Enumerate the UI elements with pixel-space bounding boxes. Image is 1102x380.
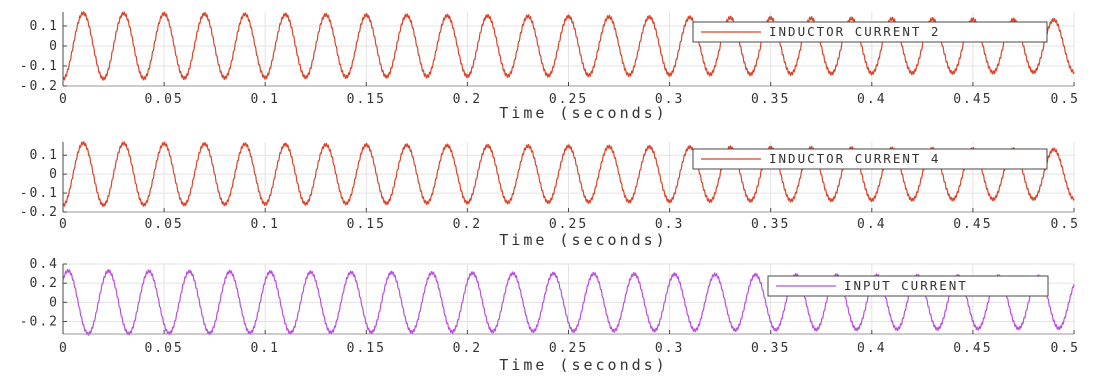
y-tick-label: 0 xyxy=(49,167,59,182)
x-tick-label: 0.4 xyxy=(857,217,886,232)
x-tick-label: 0.1 xyxy=(250,341,279,356)
x-tick-label: 0.3 xyxy=(655,341,684,356)
legend-label: INDUCTOR CURRENT 4 xyxy=(769,151,940,166)
chart-panel-2: -0.2 -0.1 0 0.1 0 0.05 0.1 0.15 0.2 0.25 0.3 0.35 0.… xyxy=(20,141,1080,249)
legend-box xyxy=(692,21,1048,43)
x-tick-label: 0.45 xyxy=(953,92,992,107)
y-tick-label: 0.2 xyxy=(30,276,59,291)
x-tick-label: 0.2 xyxy=(453,92,482,107)
series-line-1-1 xyxy=(62,10,1075,81)
x-tick-label: 0 xyxy=(59,217,69,232)
chart-panel-1: -0.2 -0.1 0 0.1 0 0.05 0.1 0.15 0.2 0.25 0.3 0.35 0.… xyxy=(20,10,1080,122)
y-tick-label: 0.1 xyxy=(30,19,59,34)
x-tick-label: 0 xyxy=(59,92,69,107)
legend: INDUCTOR CURRENT 2 xyxy=(692,21,1048,43)
x-tick-label: 0.15 xyxy=(347,341,386,356)
y-tick-label: 0.4 xyxy=(30,257,59,272)
x-axis-label: Time (seconds) xyxy=(499,231,667,249)
legend-box xyxy=(767,275,1049,297)
y-tick-label: -0.2 xyxy=(20,315,59,330)
y-tick-label: -0.2 xyxy=(20,79,59,94)
series-line-3-1 xyxy=(62,268,1075,336)
y-tick-label: 0 xyxy=(49,39,59,54)
y-tick-label: 0 xyxy=(49,295,59,310)
x-tick-label: 0.15 xyxy=(347,92,386,107)
x-tick-label: 0.35 xyxy=(751,92,790,107)
x-tick-label: 0.05 xyxy=(144,341,183,356)
x-tick-label: 0.5 xyxy=(1051,341,1080,356)
x-tick-label: 0.4 xyxy=(857,341,886,356)
x-tick-label: 0.1 xyxy=(250,217,279,232)
x-tick-label: 0.2 xyxy=(453,217,482,232)
y-tick-label: -0.1 xyxy=(20,59,59,74)
x-tick-label: 0.05 xyxy=(144,217,183,232)
x-tick-label: 0.35 xyxy=(751,217,790,232)
y-tick-label: -0.1 xyxy=(20,186,59,201)
x-tick-label: 0.05 xyxy=(144,92,183,107)
x-tick-label: 0.3 xyxy=(655,217,684,232)
x-tick-label: 0.45 xyxy=(953,217,992,232)
x-tick-label: 0.45 xyxy=(953,341,992,356)
x-tick-label: 0 xyxy=(59,341,69,356)
x-tick-label: 0.3 xyxy=(655,92,684,107)
x-tick-label: 0.25 xyxy=(549,341,588,356)
x-axis-label: Time (seconds) xyxy=(499,104,667,122)
x-tick-label: 0.25 xyxy=(549,217,588,232)
x-tick-label: 0.35 xyxy=(751,341,790,356)
legend-label: INDUCTOR CURRENT 2 xyxy=(769,24,940,39)
legend: INDUCTOR CURRENT 4 xyxy=(692,148,1048,170)
x-tick-label: 0.5 xyxy=(1051,217,1080,232)
x-tick-label: 0.15 xyxy=(347,217,386,232)
x-tick-label: 0.25 xyxy=(549,92,588,107)
series-line-2-1 xyxy=(62,141,1075,208)
legend-box xyxy=(692,148,1048,170)
legend: INPUT CURRENT xyxy=(767,275,1049,297)
x-tick-label: 0.4 xyxy=(857,92,886,107)
legend-label: INPUT CURRENT xyxy=(844,278,968,293)
y-tick-label: -0.2 xyxy=(20,205,59,220)
x-tick-label: 0.5 xyxy=(1051,92,1080,107)
y-tick-label: 0.1 xyxy=(30,148,59,163)
x-axis-label: Time (seconds) xyxy=(499,356,667,374)
x-tick-label: 0.1 xyxy=(250,92,279,107)
chart-panel-3: -0.200.20.40 0.05 0.1 0.15 0.2 0.25 0.3 0.35 0.4… xyxy=(20,257,1080,374)
x-tick-label: 0.2 xyxy=(453,341,482,356)
